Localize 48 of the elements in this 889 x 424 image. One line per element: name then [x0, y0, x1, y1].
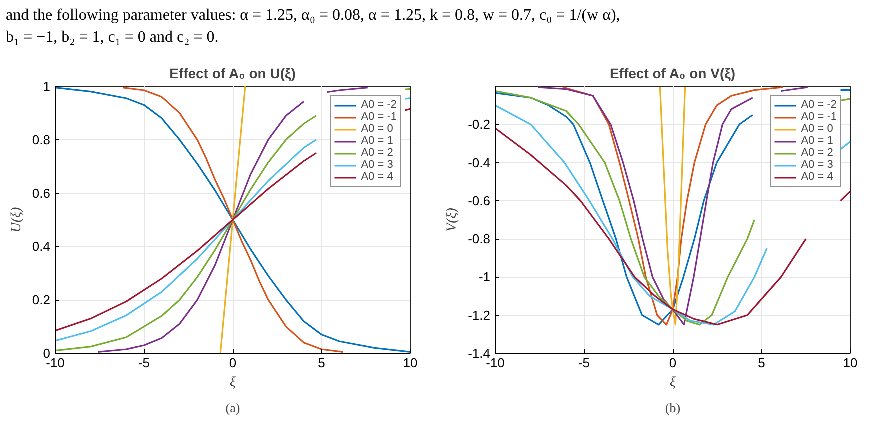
y-axis-title: U(ξ)	[9, 206, 24, 233]
text: (a)	[226, 400, 240, 416]
y-tick-label: 0.4	[32, 239, 51, 254]
x-axis-title: ξ	[230, 376, 236, 390]
legend-label: A0 = -1	[361, 111, 397, 123]
x-tick-label: -5	[578, 356, 590, 370]
legend-label: A0 = 3	[801, 159, 834, 171]
line-series	[122, 87, 344, 353]
chart-title: Effect of A₀ on U(ξ)	[170, 66, 296, 82]
legend-label: A0 = -2	[361, 99, 397, 111]
y-tick-label: -0.8	[468, 232, 491, 247]
line-series	[562, 86, 784, 326]
x-tick-label: 0	[229, 356, 237, 370]
x-tick-label: 10	[843, 356, 858, 370]
text: and the following parameter values: α = 1.25, α₀ = 0.08, α = 1.25, k = 0.8, w = 0.7, c₀ = 1/(w α),	[6, 7, 620, 24]
legend-label: A0 = 0	[361, 123, 394, 135]
y-tick-label: 1	[43, 79, 51, 94]
y-tick-label: -1.4	[468, 346, 491, 361]
y-tick-label: 0.8	[32, 132, 51, 148]
legend-label: A0 = 2	[361, 147, 394, 159]
text: (b)	[665, 400, 681, 416]
x-tick-label: 0	[669, 356, 677, 370]
y-tick-label: 0.2	[32, 292, 51, 308]
line-series	[659, 86, 686, 326]
y-axis-title: V(ξ)	[445, 208, 460, 232]
x-tick-label: 5	[758, 356, 766, 370]
legend-label: A0 = 4	[361, 171, 394, 183]
x-axis-title: ξ	[670, 376, 676, 390]
legend-label: A0 = 4	[801, 171, 834, 183]
y-tick-label: -0.6	[468, 193, 491, 208]
y-tick-label: 0.6	[32, 186, 51, 201]
y-tick-label: -1	[478, 270, 491, 285]
legend-label: A0 = 1	[361, 135, 394, 147]
text: b₁ = −1, b₂ = 1, c₁ = 0 and c₂ = 0.	[6, 29, 219, 46]
x-tick-label: -5	[138, 356, 150, 370]
legend-label: A0 = 3	[361, 159, 394, 171]
y-tick-label: -0.2	[468, 117, 491, 132]
legend-label: A0 = -1	[801, 111, 837, 123]
chart-title: Effect of A₀ on V(ξ)	[610, 66, 736, 82]
y-tick-label: -1.2	[468, 308, 491, 323]
x-tick-label: 5	[318, 356, 326, 370]
x-tick-label: 10	[403, 356, 418, 370]
legend-label: A0 = -2	[801, 99, 837, 111]
legend-label: A0 = 2	[801, 147, 834, 159]
legend-label: A0 = 0	[801, 123, 834, 135]
legend-label: A0 = 1	[801, 135, 834, 147]
y-tick-label: -0.4	[468, 155, 491, 170]
y-tick-label: 0	[43, 346, 51, 361]
